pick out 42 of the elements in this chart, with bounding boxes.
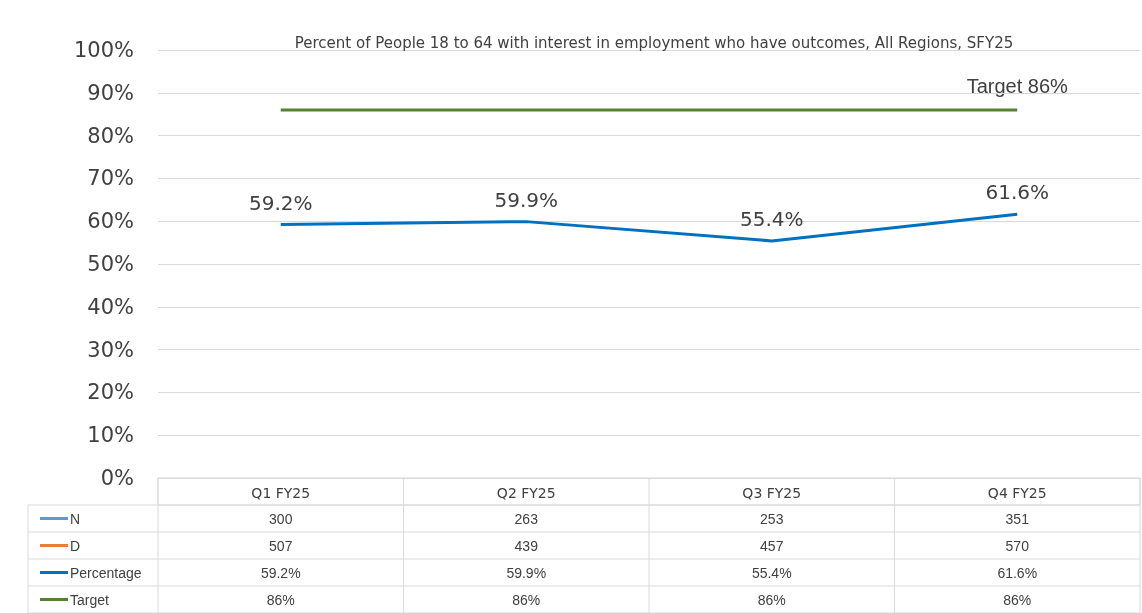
legend-label: Target [70,591,110,608]
y-tick-label: 60% [87,209,134,234]
text: 253 [760,510,784,527]
legend-label: N [70,510,81,527]
text: 300 [269,510,293,527]
y-tick-label: 90% [87,80,134,105]
legend-label: Percentage [70,564,142,581]
x-tick-label: Q2 FY25 [496,485,556,501]
annotation: Target 86% [966,74,1069,97]
text: 570 [1005,537,1029,554]
text: 507 [269,537,293,554]
chart-title: Percent of People 18 to 64 with interest in employment who have outcomes, All Regions, SFY25 [294,33,1014,52]
y-tick-label: 100% [73,38,134,62]
x-tick-label: Q4 FY25 [987,485,1047,501]
line-series [279,212,1019,243]
y-tick-label: 70% [87,166,134,191]
text: 55.4% [739,206,804,231]
data-label: 59.9% [506,564,547,581]
data-label: 86% [1003,591,1032,608]
y-tick-label: 50% [87,252,134,276]
text: 59.9% [494,187,559,212]
y-tick-label: 10% [87,423,134,448]
data-label: 86% [266,591,295,608]
text: 59.2% [248,190,313,215]
data-label: 55.4% [751,564,792,581]
text: 457 [760,537,784,554]
legend-label: D [70,537,81,554]
text: 61.6% [985,180,1050,205]
x-tick-label: Q1 FY25 [251,485,311,501]
data-label: 86% [757,591,786,608]
y-tick-label: 30% [87,337,134,362]
x-tick-label: Q3 FY25 [742,485,802,501]
text: 351 [1005,510,1029,527]
text: 263 [514,510,538,527]
y-tick-label: 40% [87,294,134,319]
y-tick-label: 0% [100,466,134,490]
data-label: 86% [512,591,541,608]
y-tick-label: 20% [87,380,134,405]
data-label: 61.6% [997,564,1038,581]
data-label: 59.2% [260,564,301,581]
y-tick-label: 80% [87,123,134,148]
text: 439 [514,537,538,554]
